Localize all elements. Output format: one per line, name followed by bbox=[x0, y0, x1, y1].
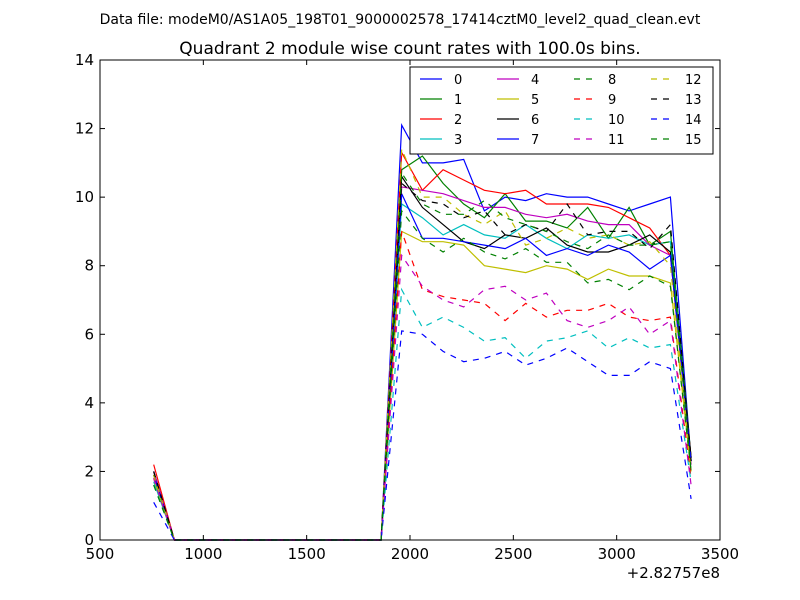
legend-label-7: 7 bbox=[531, 133, 539, 148]
x-tick-label: 3000 bbox=[598, 545, 636, 563]
legend-label-6: 6 bbox=[531, 113, 539, 128]
series-line-13 bbox=[153, 182, 692, 541]
legend-label-4: 4 bbox=[531, 73, 539, 88]
legend-label-9: 9 bbox=[608, 93, 616, 108]
x-tick-label: 3500 bbox=[701, 545, 739, 563]
legend-label-10: 10 bbox=[608, 113, 625, 128]
legend-label-15: 15 bbox=[685, 133, 702, 148]
y-tick-label: 14 bbox=[75, 51, 94, 69]
x-tick-label: 500 bbox=[86, 545, 115, 563]
x-tick-label: 1500 bbox=[288, 545, 326, 563]
legend-label-2: 2 bbox=[454, 113, 462, 128]
series-line-10 bbox=[153, 287, 692, 541]
y-tick-label: 12 bbox=[75, 120, 94, 138]
chart-suptitle: Data file: modeM0/AS1A05_198T01_90000025… bbox=[100, 12, 701, 28]
x-tick-label: 2500 bbox=[494, 545, 532, 563]
chart-title: Quadrant 2 module wise count rates with … bbox=[179, 39, 640, 59]
y-tick-label: 4 bbox=[84, 394, 94, 412]
legend-box bbox=[409, 66, 714, 155]
legend-label-11: 11 bbox=[608, 133, 625, 148]
legend-label-12: 12 bbox=[685, 73, 702, 88]
x-tick-label: 2000 bbox=[391, 545, 429, 563]
y-tick-label: 0 bbox=[84, 531, 94, 549]
x-tick-label: 1000 bbox=[184, 545, 222, 563]
legend-label-13: 13 bbox=[685, 93, 702, 108]
legend-label-14: 14 bbox=[685, 113, 702, 128]
y-tick-label: 6 bbox=[84, 325, 94, 343]
y-tick-label: 8 bbox=[84, 257, 94, 275]
legend-label-5: 5 bbox=[531, 93, 539, 108]
y-tick-label: 2 bbox=[84, 462, 94, 480]
legend-label-0: 0 bbox=[454, 73, 462, 88]
legend-label-8: 8 bbox=[608, 73, 616, 88]
legend-label-1: 1 bbox=[454, 93, 462, 108]
x-offset-label: +2.82757e8 bbox=[627, 564, 720, 582]
legend-label-3: 3 bbox=[454, 133, 462, 148]
y-tick-label: 10 bbox=[75, 188, 94, 206]
